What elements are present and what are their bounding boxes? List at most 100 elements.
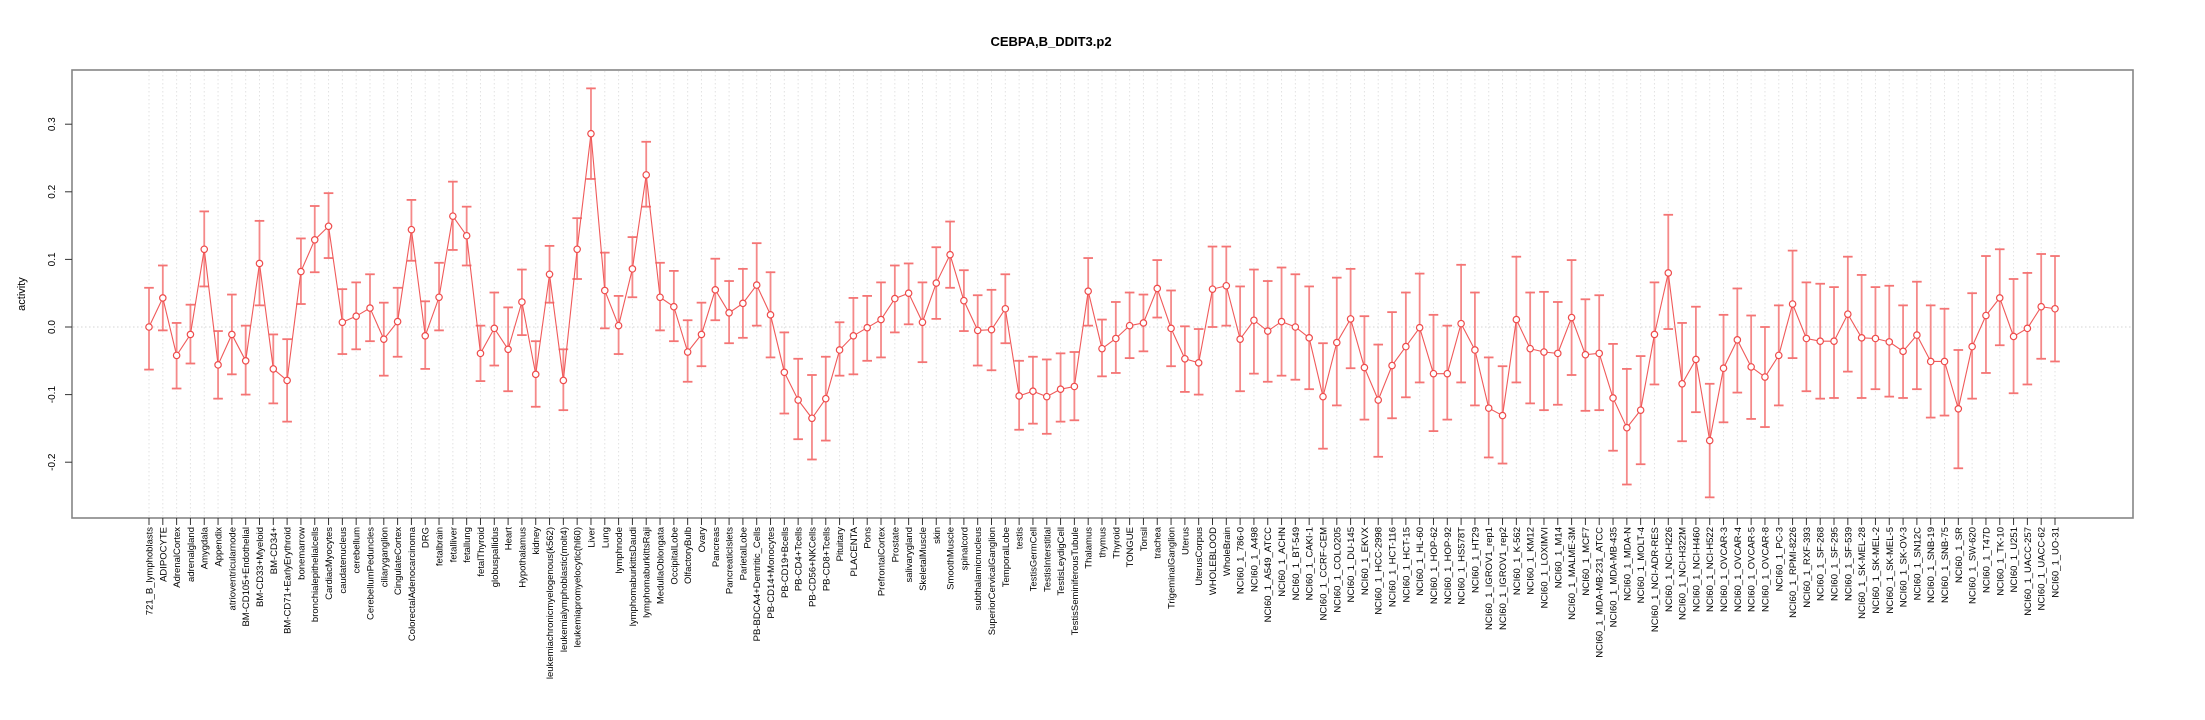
data-point xyxy=(670,302,678,311)
y-tick-label: -0.2 xyxy=(47,453,58,471)
x-tick-label: NCI60_1_CAKI-1 xyxy=(1305,527,1316,600)
x-tick-label: Heart xyxy=(504,527,515,551)
x-tick-label: NCI60_1_U251 xyxy=(2009,527,2020,593)
data-point xyxy=(1871,334,1880,343)
x-tick-label: ColorectalAdenocarcinoma xyxy=(407,526,418,641)
data-point xyxy=(1512,315,1521,324)
data-point xyxy=(1263,327,1272,335)
data-point xyxy=(338,318,347,327)
data-point xyxy=(1153,284,1162,293)
x-tick-label: Tonsil xyxy=(1139,527,1150,551)
x-tick-label: BM-CD33+Myeloid xyxy=(255,527,266,607)
x-tick-label: NCI60_1_IGROV1_rep1 xyxy=(1484,527,1495,630)
data-point xyxy=(587,129,595,138)
x-tick-label: cerebellum xyxy=(352,527,363,574)
data-point xyxy=(932,279,941,287)
x-tick-label: lymphomaburkittsDaudi xyxy=(628,527,639,626)
x-tick-label: NCI60_1_HT29 xyxy=(1470,527,1481,593)
x-tick-label: atrioventricularnode xyxy=(227,527,238,610)
data-point xyxy=(752,281,761,289)
data-point xyxy=(1553,349,1562,358)
x-tick-label: leukemiapromyelocytic(hl60) xyxy=(573,527,584,647)
x-tick-label: PLACENTA xyxy=(849,526,860,576)
data-point xyxy=(297,267,305,276)
x-tick-label: Ovary xyxy=(697,527,708,553)
x-tick-label: NCI60_1_HCC-2998 xyxy=(1374,527,1385,615)
x-tick-label: WHOLEBLOOD xyxy=(1208,527,1219,595)
data-point xyxy=(1788,300,1797,308)
data-point xyxy=(1236,335,1244,343)
data-point xyxy=(379,335,388,343)
data-point xyxy=(1415,323,1424,332)
data-point xyxy=(1526,344,1534,353)
x-tick-label: NCI60_1_SW-620 xyxy=(1968,527,1979,604)
data-point xyxy=(1277,317,1286,326)
x-tick-label: NCI60_1_MDA-N xyxy=(1622,527,1633,601)
x-tick-label: fetalThyroid xyxy=(476,527,487,577)
x-tick-label: NCI60_1_RPMI-8226 xyxy=(1788,527,1799,618)
data-point xyxy=(2051,304,2059,313)
x-tick-label: UterusCorpus xyxy=(1194,527,1205,586)
data-point xyxy=(766,311,775,319)
data-point xyxy=(973,326,982,335)
data-point xyxy=(1595,349,1604,358)
data-point xyxy=(2023,324,2032,333)
data-point xyxy=(1291,323,1300,331)
data-point xyxy=(1457,319,1465,328)
x-tick-label: PB-CD4+Tcells xyxy=(794,527,805,591)
x-tick-label: fetalliver xyxy=(448,527,459,562)
data-point xyxy=(711,286,720,294)
data-point xyxy=(1015,392,1023,400)
x-tick-label: TrigeminalGanglion xyxy=(1167,527,1178,609)
data-point xyxy=(1692,355,1700,364)
x-tick-label: BM-CD71+EarlyErythroid xyxy=(283,527,294,634)
x-tick-label: NCI60_1_TK-10 xyxy=(1995,527,2006,596)
x-tick-label: NCI60_1_UACC-62 xyxy=(2037,527,2048,610)
x-tick-label: NCI60_1_MDA-MB-435 xyxy=(1609,527,1620,627)
x-tick-label: PB-CD19+Bcells xyxy=(780,527,791,598)
x-tick-label: NCI60_1_SNB-19 xyxy=(1926,527,1937,603)
data-points xyxy=(145,129,2059,445)
x-tick-label: NCI60_1_T47D xyxy=(1981,527,1992,593)
data-point xyxy=(1830,337,1838,345)
x-tick-label: NCI60_1_MCF7 xyxy=(1581,527,1592,596)
data-point xyxy=(283,376,291,385)
data-point xyxy=(186,330,195,339)
data-point xyxy=(214,361,222,369)
x-tick-label: NCI60_1_MDA-MB-231_ATCC xyxy=(1595,527,1606,658)
data-point xyxy=(241,356,250,365)
data-point xyxy=(1305,334,1313,342)
x-tick-label: kidney xyxy=(531,527,542,555)
data-point xyxy=(1954,404,1963,413)
data-point xyxy=(1913,331,1921,339)
x-tick-label: NCI60_1_MALME-3M xyxy=(1567,527,1578,620)
x-tick-label: NCI60_1_NCI-H226 xyxy=(1664,527,1675,612)
data-point xyxy=(863,323,872,332)
x-tick-label: NCI60_1_786-0 xyxy=(1236,527,1247,594)
data-point xyxy=(1167,324,1175,333)
data-point xyxy=(2009,332,2018,341)
x-tick-label: NCI60_1_SF-539 xyxy=(1843,527,1854,601)
data-point xyxy=(1374,396,1383,404)
data-point xyxy=(1222,281,1231,290)
x-tick-label: PancreaticIslets xyxy=(725,527,736,594)
x-tick-label: NCI60_1_OVCAR-8 xyxy=(1760,527,1771,612)
x-tick-label: spinalcord xyxy=(959,527,970,570)
data-point xyxy=(421,331,430,340)
data-point xyxy=(1774,351,1783,360)
data-point xyxy=(987,325,996,334)
data-point xyxy=(1346,315,1355,323)
data-point xyxy=(2037,302,2045,311)
x-tick-label: SmoothMuscle xyxy=(946,527,957,590)
x-tick-label: NCI60_1_ACHN xyxy=(1277,527,1288,597)
data-point xyxy=(159,294,167,302)
data-point xyxy=(435,293,443,302)
data-point xyxy=(172,351,181,360)
data-point xyxy=(1319,392,1327,401)
y-tick-label: 0.1 xyxy=(47,252,58,266)
x-tick-label: skin xyxy=(932,527,943,544)
data-point xyxy=(324,222,333,231)
data-point xyxy=(1098,344,1106,353)
